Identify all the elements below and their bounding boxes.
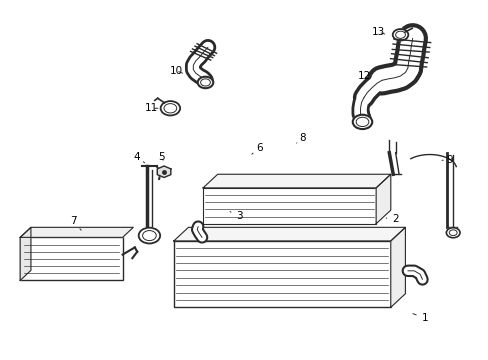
Text: 12: 12 [357,71,370,81]
Text: 8: 8 [296,133,305,143]
Circle shape [139,228,160,243]
Text: 4: 4 [134,152,144,163]
Text: 3: 3 [229,211,243,221]
Circle shape [160,101,180,116]
Circle shape [355,117,368,127]
Polygon shape [20,227,31,280]
Polygon shape [157,166,170,177]
Circle shape [200,79,210,86]
Circle shape [352,115,371,129]
Polygon shape [203,174,390,188]
Text: 10: 10 [169,66,183,76]
Text: 13: 13 [371,27,385,37]
Polygon shape [20,227,133,237]
Circle shape [446,228,459,238]
Text: 6: 6 [251,143,262,154]
Text: 1: 1 [412,313,427,323]
Circle shape [448,230,456,235]
Circle shape [142,230,156,240]
Text: 11: 11 [145,103,158,113]
Text: 5: 5 [158,152,164,162]
Bar [173,241,390,307]
Circle shape [197,77,213,88]
Circle shape [163,104,176,113]
Polygon shape [375,174,390,224]
Polygon shape [173,227,405,241]
Circle shape [392,29,407,41]
Text: 2: 2 [386,215,398,224]
Polygon shape [390,227,405,307]
Bar [203,188,375,224]
Text: 9: 9 [441,155,452,165]
Circle shape [395,31,405,39]
Text: 7: 7 [70,216,81,230]
Bar [20,237,122,280]
